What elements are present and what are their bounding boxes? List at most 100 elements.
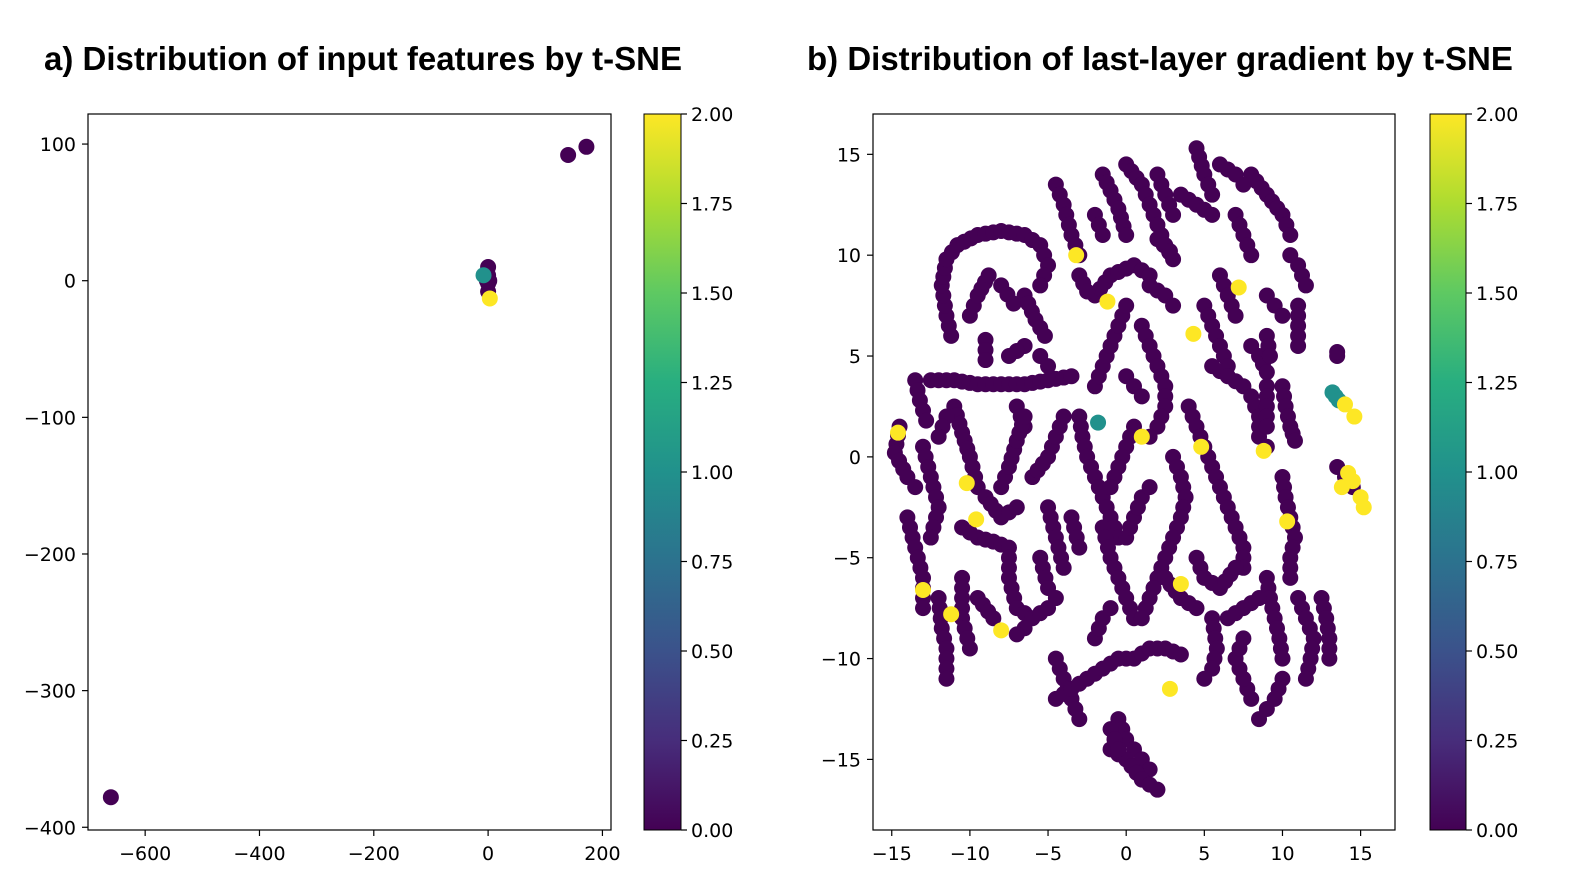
chart-a-colorbar-ticks: 0.00 0.25 0.50 0.75 1.00 1.25 1.50 1.75 2.00: [681, 104, 733, 842]
chart-a-ytick-label: −200: [24, 544, 76, 566]
chart-b-point: [1094, 227, 1111, 244]
chart-a-points: [102, 138, 595, 806]
chart-b-point: [1258, 364, 1275, 381]
chart-a-colorbar-gradient: [643, 113, 682, 831]
chart-b-point-class2: [1230, 279, 1247, 296]
chart-b-point: [1196, 670, 1213, 687]
chart-b-xtick-label: −10: [950, 843, 990, 865]
chart-b-point-class2: [1355, 499, 1372, 516]
chart-b-point: [1235, 176, 1252, 193]
chart-a: −600 −400 −200 0 200 100 0 −100 −200 −300 −400: [24, 113, 621, 865]
chart-b-cbar-tick-label: 0.00: [1476, 820, 1518, 842]
chart-b-title: b) Distribution of last-layer gradient b…: [807, 40, 1513, 77]
chart-b-point: [1118, 297, 1135, 314]
chart-a-cbar-tick-label: 2.00: [691, 104, 733, 126]
chart-b-point-class2: [1172, 575, 1189, 592]
chart-b-point: [1204, 206, 1221, 223]
chart-b-colorbar: 0.00 0.25 0.50 0.75 1.00 1.25 1.50 1.75 2.00: [1429, 104, 1518, 842]
chart-b-cbar-tick-label: 1.50: [1476, 283, 1518, 305]
chart-b-xtick-label: 15: [1349, 843, 1373, 865]
chart-b-point-class2: [1336, 396, 1353, 413]
chart-b-point: [1055, 559, 1072, 576]
chart-a-xtick-label: −400: [233, 843, 285, 865]
chart-b-point: [1321, 650, 1338, 667]
chart-a-frame: [87, 113, 612, 831]
chart-b-point-class2: [958, 475, 975, 492]
chart-a-cbar-tick-label: 0.75: [691, 552, 733, 574]
chart-b-colorbar-ticks: 0.00 0.25 0.50 0.75 1.00 1.25 1.50 1.75 2.00: [1466, 104, 1518, 842]
chart-b-plot-area: [873, 114, 1395, 830]
chart-a-point: [481, 290, 498, 307]
chart-b-ytick-label: 15: [837, 144, 861, 166]
chart-b-point: [1261, 348, 1278, 365]
chart-a-xtick-label: 0: [482, 843, 494, 865]
chart-b-cbar-tick-label: 1.75: [1476, 194, 1518, 216]
chart-a-axes: −600 −400 −200 0 200 100 0 −100 −200 −300 −400: [24, 134, 621, 865]
chart-b-xtick-label: 10: [1270, 843, 1294, 865]
chart-b-point: [1047, 590, 1064, 607]
chart-b-point: [1005, 295, 1022, 312]
chart-b-point: [1000, 348, 1017, 365]
chart-b-point-class2: [1255, 442, 1272, 459]
chart-b-point: [1102, 600, 1119, 617]
chart-b-point: [1063, 368, 1080, 385]
chart-b-point: [922, 529, 939, 546]
chart-b-point-class1: [1090, 414, 1107, 431]
chart-a-ytick-label: −400: [24, 817, 76, 839]
chart-b-point: [1172, 646, 1189, 663]
chart-b-point: [1133, 610, 1150, 627]
chart-b-cbar-tick-label: 0.50: [1476, 641, 1518, 663]
chart-a-cbar-tick-label: 1.75: [691, 194, 733, 216]
chart-b-point: [1118, 227, 1135, 244]
chart-a-cbar-tick-label: 1.50: [691, 283, 733, 305]
chart-b-xtick-label: −5: [1034, 843, 1062, 865]
chart-b-point: [1133, 388, 1150, 405]
chart-b-xtick-label: 5: [1198, 843, 1210, 865]
chart-b-point: [977, 352, 994, 369]
chart-b-ytick-label: 0: [849, 447, 861, 469]
chart-b-point: [1235, 630, 1252, 647]
chart-b-ytick-label: 10: [837, 245, 861, 267]
chart-b-frame: [872, 113, 1396, 831]
chart-a-xtick-label: 200: [584, 843, 620, 865]
chart-b-point: [1055, 408, 1072, 425]
chart-b-point-class2: [1340, 465, 1357, 482]
chart-a-ytick-label: 100: [40, 134, 76, 156]
chart-b-point: [1165, 297, 1182, 314]
chart-a-title: a) Distribution of input features by t-S…: [44, 40, 683, 77]
chart-b-point: [1274, 307, 1291, 324]
chart-b-point-class2: [1099, 293, 1116, 310]
chart-a-point: [475, 267, 492, 284]
chart-b-point: [918, 412, 935, 429]
chart-b-point: [1032, 277, 1049, 294]
chart-b-point-class2: [943, 606, 960, 623]
chart-a-cbar-tick-label: 1.00: [691, 462, 733, 484]
chart-b-point-class2: [1185, 325, 1202, 342]
chart-a-ytick-label: −100: [24, 407, 76, 429]
chart-b-point: [907, 479, 924, 496]
chart-a-ytick-label: −300: [24, 681, 76, 703]
chart-b-point: [1071, 711, 1088, 728]
chart-a-plot-area: [88, 114, 611, 830]
chart-b-point-class2: [968, 511, 985, 528]
chart-b-point-class2: [1193, 438, 1210, 455]
chart-b-point-class2: [890, 424, 907, 441]
chart-b-cbar-tick-label: 0.25: [1476, 731, 1518, 753]
chart-b-cbar-tick-label: 1.00: [1476, 462, 1518, 484]
chart-b-ytick-label: −5: [833, 548, 861, 570]
chart-b-point: [1110, 741, 1127, 758]
chart-b-ytick-label: −10: [821, 649, 861, 671]
chart-b-point: [1286, 432, 1303, 449]
chart-b-point: [1297, 670, 1314, 687]
chart-b-xtick-label: 0: [1120, 843, 1132, 865]
chart-b-point: [1102, 479, 1119, 496]
chart-b-point-class2: [1068, 247, 1085, 264]
chart-b-point: [1008, 626, 1025, 643]
chart-b-point-class2: [1133, 428, 1150, 445]
chart-a-xtick-label: −200: [348, 843, 400, 865]
chart-b-point: [1329, 343, 1346, 360]
chart-a-cbar-tick-label: 0.50: [691, 641, 733, 663]
chart-b: −15 −10 −5 0 5 10 15 15 10 5 0 −5 −10 −15: [821, 113, 1396, 865]
chart-b-point-class2: [1346, 408, 1363, 425]
